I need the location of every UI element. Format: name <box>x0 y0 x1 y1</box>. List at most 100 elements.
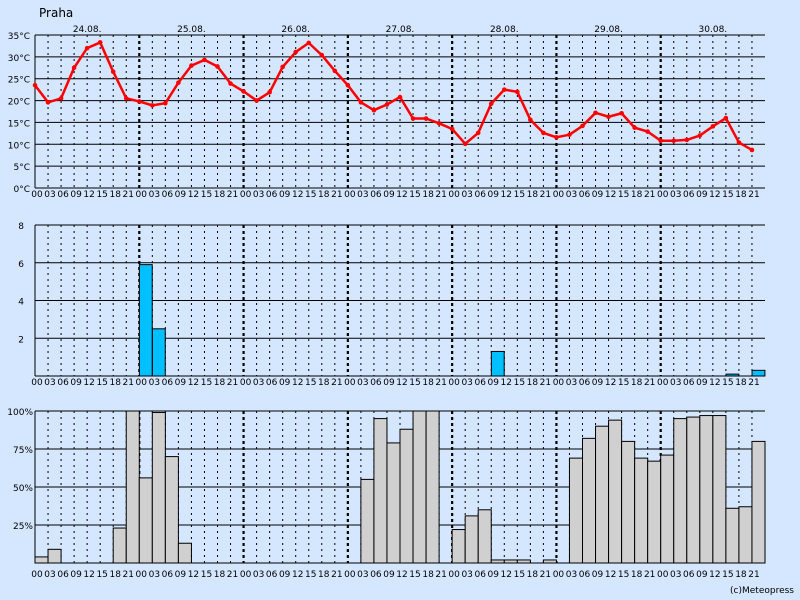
hour-tick-label: 03 <box>149 570 160 580</box>
cloud-cover-bar <box>399 428 414 564</box>
hour-tick-label: 09 <box>70 190 82 200</box>
hour-tick-label: 21 <box>331 378 342 388</box>
cloud-cover-bar <box>516 559 531 564</box>
hour-tick-label: 15 <box>722 190 733 200</box>
temperature-point <box>332 68 338 74</box>
hour-tick-label: 03 <box>253 570 264 580</box>
hour-tick-label: 21 <box>123 190 134 200</box>
temperature-tick-label: 10°C <box>8 141 30 151</box>
cloud-cover-bar <box>360 478 375 564</box>
precipitation-tick-label: 8 <box>18 222 24 232</box>
hour-tick-label: 12 <box>188 378 199 388</box>
cloud-cover-bar <box>673 418 688 564</box>
hour-tick-label: 21 <box>644 190 655 200</box>
cloud-cover-bar <box>595 425 610 564</box>
hour-tick-label: 00 <box>448 190 460 200</box>
temperature-tick-label: 25°C <box>8 76 30 86</box>
temperature-tick-label: 20°C <box>8 98 30 108</box>
hour-tick-label: 09 <box>383 190 395 200</box>
hour-tick-label: 03 <box>149 190 160 200</box>
hour-tick-label: 03 <box>670 190 681 200</box>
temperature-point <box>567 132 572 137</box>
hour-tick-label: 15 <box>722 378 733 388</box>
hour-tick-label: 06 <box>370 190 382 200</box>
temperature-tick-label: 5°C <box>13 163 30 173</box>
hour-tick-label: 15 <box>201 378 212 388</box>
hour-tick-label: 06 <box>266 570 278 580</box>
hour-tick-label: 12 <box>605 570 616 580</box>
hour-tick-label: 00 <box>31 378 43 388</box>
temperature-point <box>423 116 429 121</box>
hour-tick-label: 12 <box>709 378 720 388</box>
cloud-cover-bar <box>125 410 140 564</box>
temperature-point <box>136 99 142 104</box>
hour-tick-label: 09 <box>70 570 82 580</box>
hour-tick-label: 06 <box>683 378 695 388</box>
hour-tick-label: 21 <box>435 190 446 200</box>
cloud-cover-bar <box>47 548 62 564</box>
hour-tick-label: 00 <box>448 570 460 580</box>
hour-tick-label: 12 <box>501 378 512 388</box>
temperature-point <box>541 130 546 136</box>
hour-tick-label: 15 <box>409 190 420 200</box>
temperature-tick-label: 30°C <box>8 54 30 64</box>
hour-tick-label: 06 <box>474 378 486 388</box>
hour-tick-label: 09 <box>279 190 291 200</box>
hour-tick-label: 00 <box>657 190 669 200</box>
hour-tick-label: 15 <box>722 570 733 580</box>
temperature-point <box>202 57 207 63</box>
temperature-point <box>606 114 611 120</box>
temperature-point <box>71 65 77 71</box>
hour-tick-label: 18 <box>214 570 226 580</box>
cloud-cover-bar <box>477 509 492 564</box>
temperature-point <box>241 89 246 94</box>
temperature-point <box>280 64 285 70</box>
temperature-point <box>619 110 624 116</box>
hour-tick-label: 12 <box>83 570 94 580</box>
hour-tick-label: 15 <box>96 570 107 580</box>
hour-tick-label: 09 <box>488 378 500 388</box>
hour-tick-label: 18 <box>109 378 121 388</box>
hour-tick-label: 15 <box>618 570 629 580</box>
cloud-cover-bar <box>568 457 584 564</box>
hour-tick-label: 12 <box>396 190 407 200</box>
hour-tick-label: 06 <box>266 190 278 200</box>
hour-tick-label: 00 <box>448 378 460 388</box>
temperature-point <box>710 124 716 129</box>
panel-1-grid <box>34 34 765 189</box>
hour-tick-label: 12 <box>188 570 199 580</box>
temperature-point <box>163 100 168 106</box>
cloud-cover-bar <box>542 559 557 564</box>
cloud-cover-bar <box>634 457 649 564</box>
hour-tick-label: 03 <box>357 378 368 388</box>
hour-tick-label: 21 <box>123 570 134 580</box>
temperature-tick-label: 0°C <box>13 185 30 195</box>
hour-tick-label: 06 <box>474 570 486 580</box>
hour-tick-label: 12 <box>292 190 303 200</box>
cloud-cover-bar <box>582 437 597 564</box>
temperature-point <box>228 81 233 86</box>
hour-tick-label: 15 <box>305 190 316 200</box>
hour-tick-label: 06 <box>683 570 695 580</box>
temperature-point <box>749 147 755 153</box>
hour-tick-label: 00 <box>136 378 148 388</box>
hour-tick-label: 18 <box>214 190 226 200</box>
temperature-point <box>436 121 442 126</box>
cloud-cover-bar <box>490 559 505 564</box>
hour-tick-label: 00 <box>344 190 356 200</box>
hour-tick-label: 00 <box>31 570 43 580</box>
precipitation-bar <box>138 264 153 377</box>
hour-tick-label: 21 <box>227 570 238 580</box>
hour-tick-label: 03 <box>566 570 577 580</box>
hour-tick-label: 00 <box>136 570 148 580</box>
hour-tick-label: 21 <box>748 190 759 200</box>
hour-tick-label: 15 <box>409 570 420 580</box>
hour-tick-label: 06 <box>579 190 591 200</box>
hour-tick-label: 15 <box>305 378 316 388</box>
temperature-point <box>215 64 220 69</box>
cloud-cover-bar <box>751 440 766 564</box>
hour-tick-label: 15 <box>96 378 107 388</box>
day-label: 29.08. <box>594 25 623 35</box>
hour-tick-label: 12 <box>83 378 94 388</box>
